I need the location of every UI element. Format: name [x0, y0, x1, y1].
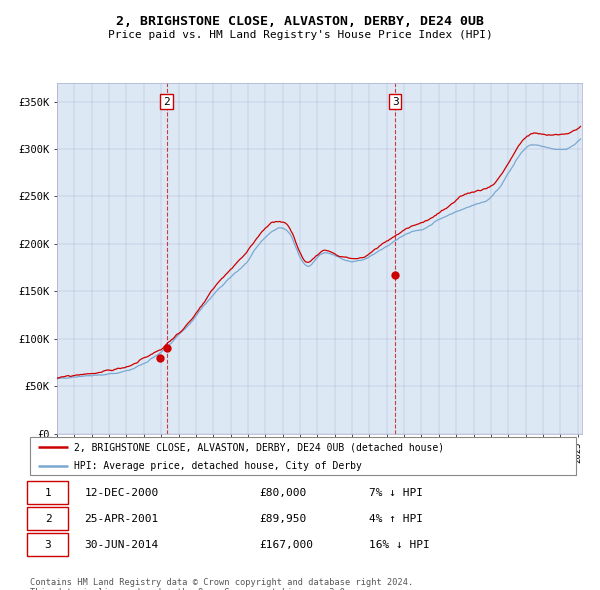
Text: 12-DEC-2000: 12-DEC-2000 — [85, 488, 159, 497]
Text: 3: 3 — [392, 97, 399, 107]
Text: 2: 2 — [163, 97, 170, 107]
Text: HPI: Average price, detached house, City of Derby: HPI: Average price, detached house, City… — [74, 461, 362, 471]
Text: 7% ↓ HPI: 7% ↓ HPI — [368, 488, 422, 497]
Text: £89,950: £89,950 — [259, 514, 307, 523]
Text: £80,000: £80,000 — [259, 488, 307, 497]
FancyBboxPatch shape — [27, 481, 68, 504]
Text: 1: 1 — [44, 488, 52, 497]
FancyBboxPatch shape — [27, 533, 68, 556]
Text: 3: 3 — [44, 540, 52, 549]
Text: 2, BRIGHSTONE CLOSE, ALVASTON, DERBY, DE24 0UB: 2, BRIGHSTONE CLOSE, ALVASTON, DERBY, DE… — [116, 15, 484, 28]
Text: 16% ↓ HPI: 16% ↓ HPI — [368, 540, 429, 549]
Text: Contains HM Land Registry data © Crown copyright and database right 2024.
This d: Contains HM Land Registry data © Crown c… — [30, 578, 413, 590]
Text: 2, BRIGHSTONE CLOSE, ALVASTON, DERBY, DE24 0UB (detached house): 2, BRIGHSTONE CLOSE, ALVASTON, DERBY, DE… — [74, 442, 444, 453]
Text: Price paid vs. HM Land Registry's House Price Index (HPI): Price paid vs. HM Land Registry's House … — [107, 30, 493, 40]
Text: 4% ↑ HPI: 4% ↑ HPI — [368, 514, 422, 523]
FancyBboxPatch shape — [27, 507, 68, 530]
Text: £167,000: £167,000 — [259, 540, 313, 549]
Text: 25-APR-2001: 25-APR-2001 — [85, 514, 159, 523]
Text: 30-JUN-2014: 30-JUN-2014 — [85, 540, 159, 549]
FancyBboxPatch shape — [30, 437, 576, 475]
Text: 2: 2 — [44, 514, 52, 523]
